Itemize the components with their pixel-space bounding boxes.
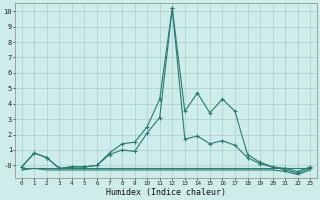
X-axis label: Humidex (Indice chaleur): Humidex (Indice chaleur) [106, 188, 226, 197]
